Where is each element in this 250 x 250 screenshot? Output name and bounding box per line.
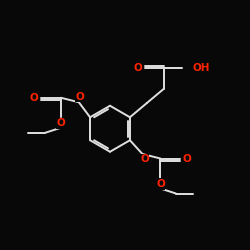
Text: O: O bbox=[57, 118, 66, 128]
Text: O: O bbox=[156, 179, 165, 189]
Text: O: O bbox=[182, 154, 191, 164]
Text: O: O bbox=[30, 93, 39, 103]
Text: O: O bbox=[134, 62, 142, 72]
Text: O: O bbox=[76, 92, 84, 102]
Text: OH: OH bbox=[193, 63, 210, 73]
Text: O: O bbox=[140, 154, 149, 164]
